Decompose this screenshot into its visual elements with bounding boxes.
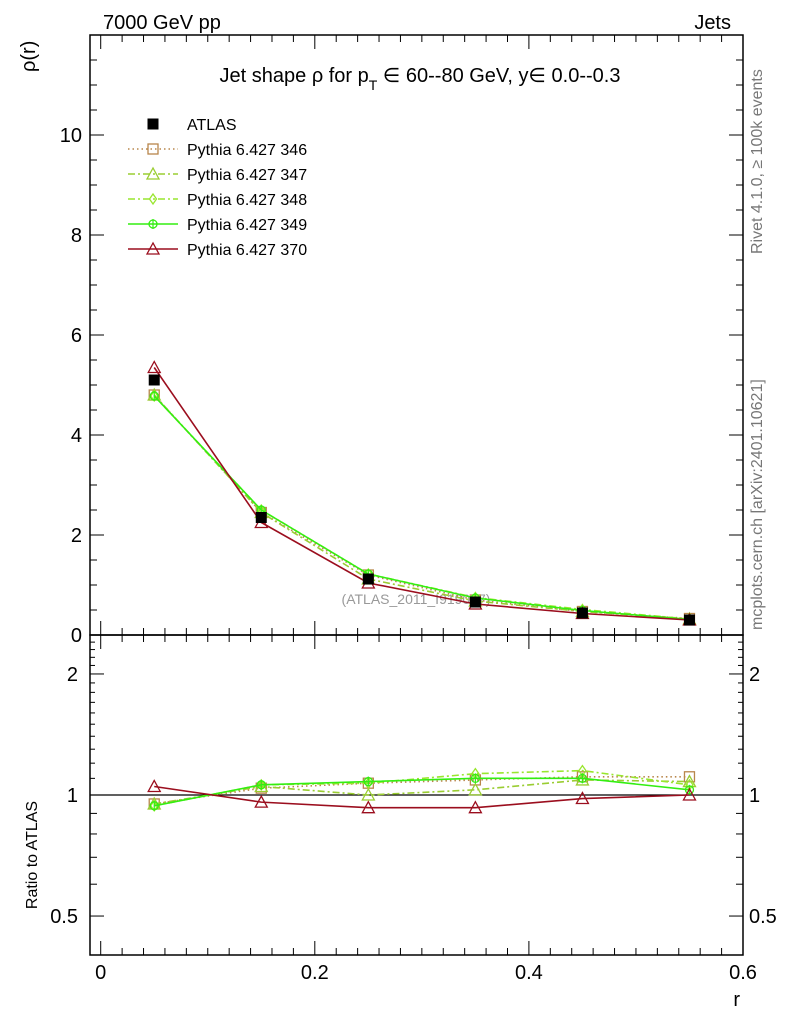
mcplots-label: mcplots.cern.ch [arXiv:2401.10621] [749,379,766,630]
x-tick-label: 0.4 [515,962,543,984]
atlas-point-3 [469,596,481,608]
main-ylabel: ρ(r) [18,41,40,72]
legend-label-3: Pythia 6.427 348 [187,192,307,209]
header-left: 7000 GeV pp [103,12,221,34]
ratio-point-4-2 [361,800,376,814]
main-series-layer [147,360,697,626]
ratio-series-line-3 [154,777,690,807]
x-tick-label: 0 [95,962,106,984]
main-axis-ticks: 0 2 4 6 8 10 [60,34,743,647]
atlas-point-2 [362,573,374,585]
main-ytick-label: 6 [71,325,82,347]
ratio-ytick-label-left: 2 [67,664,78,686]
ratio-point-1-3 [468,782,483,796]
main-series-line-3 [153,395,690,621]
legend-marker-5 [145,241,161,255]
title-prefix: Jet shape ρ for p [220,65,369,87]
ratio-ytick-label-right: 2 [749,664,760,686]
ratio-ytick-label-right: 1 [749,785,760,807]
ratio-point-4-1 [254,794,269,808]
x-axis-ticks: 0 0.2 0.4 0.6 [95,35,757,984]
ratio-point-4-4 [575,791,590,805]
legend-label-1: Pythia 6.427 346 [187,142,307,159]
main-ytick-label: 10 [60,125,82,147]
legend-label-0: ATLAS [187,117,237,134]
atlas-point-4 [576,607,588,619]
main-title: Jet shape ρ for pT ∈ 60--80 GeV, y∈ 0.0-… [220,65,621,93]
legend-label-4: Pythia 6.427 349 [187,217,307,234]
ratio-point-0-5 [683,771,696,783]
legend-marker-atlas [147,118,159,130]
ratio-series-line-0 [154,775,690,805]
legend-marker-2 [145,166,161,180]
ratio-ytick-label-left: 0.5 [50,906,78,928]
ratio-series-layer [147,764,697,814]
title-sub: T [369,77,378,93]
main-ytick-label: 2 [71,525,82,547]
legend: ATLAS Pythia 6.427 346 Pythia 6.427 347 Pyt… [128,117,307,259]
ratio-point-4-0 [147,779,162,793]
main-ytick-label: 4 [71,425,82,447]
legend-marker-3 [148,192,158,206]
legend-label-2: Pythia 6.427 347 [187,167,307,184]
legend-label-5: Pythia 6.427 370 [187,242,307,259]
title-suffix: ∈ 60--80 GeV, y∈ 0.0--0.3 [377,65,620,87]
legend-marker-1 [147,143,159,155]
ratio-ylabel: Ratio to ATLAS [24,801,41,909]
ratio-point-1-2 [361,787,376,801]
atlas-point-0 [148,374,160,386]
x-tick-label: 0.6 [729,962,757,984]
ratio-series-line-4 [154,785,690,809]
main-point-4-0 [147,360,162,374]
main-series-line-4 [153,367,690,621]
rivet-label: Rivet 4.1.0, ≥ 100k events [749,69,766,254]
ratio-ytick-label-right: 0.5 [749,906,777,928]
ratio-point-4-3 [468,800,483,814]
header-right: Jets [694,12,731,34]
ratio-axis-ticks: 0.5 0.5 1 1 2 2 [50,641,777,956]
atlas-point-1 [255,512,267,523]
ratio-series-line-1 [154,779,690,805]
main-ytick-label: 8 [71,225,82,247]
ratio-series-line-2 [154,769,690,807]
main-ytick-label: 0 [71,625,82,647]
ratio-ytick-label-left: 1 [67,785,78,807]
ratio-point-4-5 [682,787,697,801]
atlas-point-5 [683,614,695,626]
x-axis-label: r [733,989,740,1011]
x-tick-label: 0.2 [301,962,329,984]
